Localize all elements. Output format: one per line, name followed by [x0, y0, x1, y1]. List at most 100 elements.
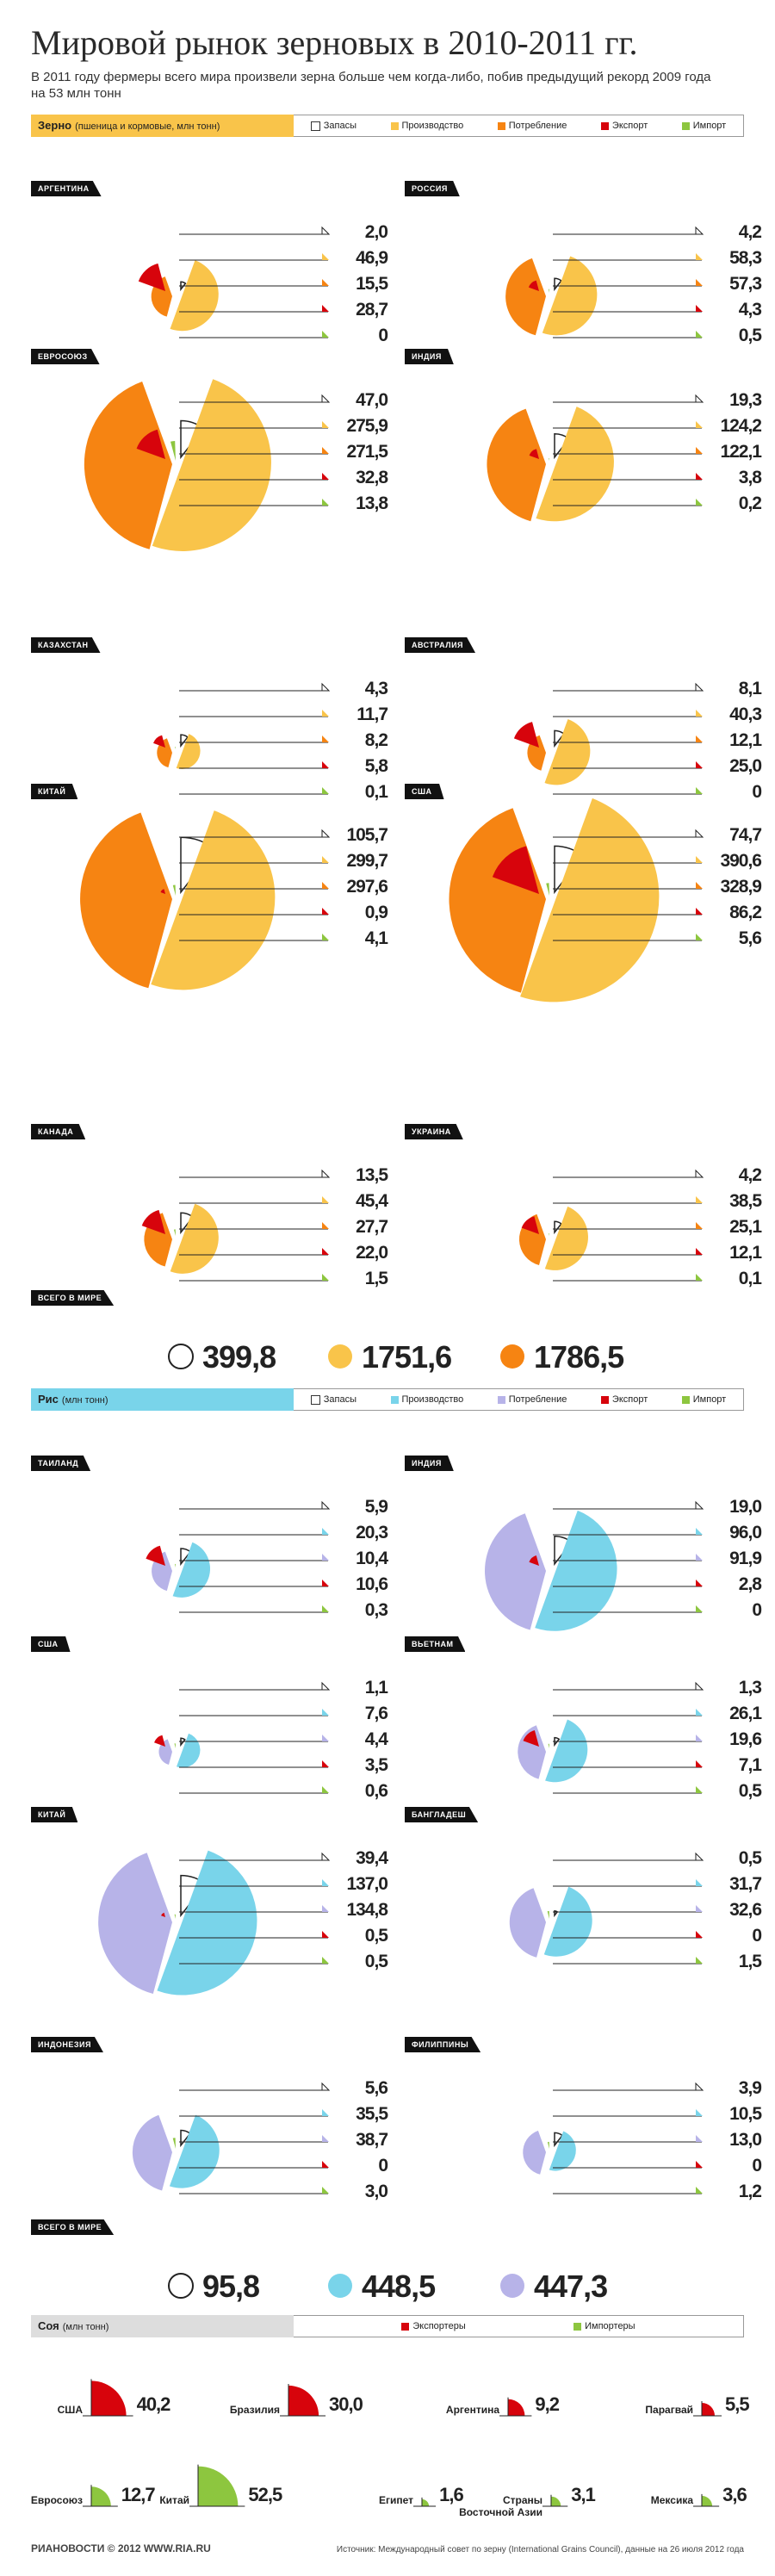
- value-marker: [696, 1931, 703, 1938]
- production-wedge: [542, 256, 598, 336]
- production-wedge: [157, 1850, 257, 1996]
- production-wedge: [151, 810, 276, 990]
- value-marker: [696, 736, 703, 742]
- imports-wedge: [174, 1229, 176, 1236]
- value-marker: [696, 2135, 703, 2142]
- imports-wedge: [547, 2141, 549, 2149]
- value-label: 8,2: [364, 730, 388, 750]
- value-label: 5,9: [364, 1497, 388, 1517]
- soy-wedge: [91, 2486, 111, 2506]
- value-marker: [696, 2161, 703, 2168]
- soy-value-label: 9,2: [535, 2393, 560, 2415]
- imports-wedge: [546, 883, 549, 896]
- value-label: 74,7: [729, 825, 762, 845]
- soy-country-label: Бразилия: [229, 2404, 280, 2416]
- value-label: 12,1: [729, 730, 762, 750]
- value-label: 19,3: [729, 390, 762, 410]
- value-marker: [322, 305, 329, 312]
- value-marker: [696, 856, 703, 863]
- value-label: 0: [752, 2156, 762, 2176]
- value-marker: [696, 421, 703, 428]
- exports-wedge: [161, 1912, 165, 1917]
- world-total-value: 447,3: [534, 2269, 608, 2304]
- value-label: 0: [752, 1600, 762, 1620]
- imports-wedge: [547, 1910, 549, 1919]
- consumption-wedge: [84, 382, 172, 549]
- value-marker: [322, 1222, 329, 1229]
- consumption-wedge: [80, 812, 172, 989]
- value-label: 297,6: [346, 877, 388, 897]
- value-marker: [322, 421, 329, 428]
- soy-wedge: [702, 2403, 715, 2416]
- value-label: 1,3: [738, 1678, 762, 1698]
- value-label: 0,5: [364, 1952, 388, 1971]
- value-label: 10,6: [356, 1574, 388, 1594]
- stocks-wedge: [554, 277, 562, 292]
- country-tag: ИНДОНЕЗИЯ: [31, 2037, 103, 2052]
- value-label: 13,0: [729, 2130, 762, 2150]
- production-wedge: [549, 2131, 576, 2171]
- production-wedge: [536, 407, 614, 522]
- production-total-dot: [328, 2274, 352, 2298]
- value-label: 3,0: [364, 2182, 388, 2201]
- value-marker: [322, 761, 329, 768]
- value-marker: [321, 682, 331, 692]
- world-total-value: 1786,5: [534, 1339, 624, 1375]
- value-label: 3,8: [738, 468, 762, 487]
- value-label: 47,0: [356, 390, 388, 410]
- soy-legend: Экспортеры Импортеры: [294, 2315, 744, 2337]
- value-label: 25,0: [729, 756, 762, 776]
- value-marker: [322, 1760, 329, 1767]
- value-marker: [696, 279, 703, 286]
- value-marker: [322, 499, 329, 506]
- value-label: 28,7: [356, 300, 388, 320]
- value-marker: [321, 1681, 331, 1691]
- value-marker: [696, 761, 703, 768]
- footer: РИАНОВОСТИ © 2012 WWW.RIA.RU Источник: М…: [31, 2542, 744, 2560]
- country-tag: ИНДИЯ: [405, 349, 454, 364]
- consumption-total-dot: [500, 2274, 524, 2298]
- value-marker: [322, 1605, 329, 1612]
- production-wedge: [520, 798, 660, 1002]
- exports-wedge: [529, 1555, 539, 1566]
- soy-wedge: [198, 2466, 239, 2506]
- value-marker: [322, 279, 329, 286]
- rice-legend: Запасы Производство Потребление Экспорт …: [294, 1388, 744, 1411]
- consumption-wedge: [132, 2114, 172, 2191]
- value-label: 1,5: [364, 1269, 388, 1288]
- soy-section-header: Соя (млн тонн) Экспортеры Импортеры: [31, 2315, 744, 2337]
- value-marker: [696, 1554, 703, 1561]
- exports-wedge: [521, 1216, 539, 1234]
- value-marker: [696, 1709, 703, 1716]
- world-total-value: 1751,6: [362, 1339, 452, 1375]
- consumption-total-dot: [500, 1344, 524, 1369]
- exports-wedge: [136, 429, 165, 459]
- imports-wedge: [172, 2138, 176, 2149]
- soy-country-label: Египет: [378, 2494, 413, 2506]
- value-marker: [322, 1196, 329, 1203]
- value-label: 4,3: [364, 679, 388, 698]
- value-marker: [696, 1786, 703, 1793]
- value-label: 86,2: [729, 903, 762, 922]
- imports-wedge: [175, 747, 176, 749]
- country-tag: КИТАЙ: [31, 784, 78, 799]
- value-label: 1,5: [738, 1952, 762, 1971]
- exports-wedge: [141, 1209, 165, 1234]
- value-label: 2,8: [738, 1574, 762, 1594]
- value-label: 0: [378, 2156, 388, 2176]
- value-marker: [322, 1735, 329, 1741]
- value-label: 10,4: [356, 1549, 388, 1568]
- legend-production-swatch: [390, 121, 399, 130]
- production-wedge: [176, 734, 201, 769]
- imports-wedge: [174, 1743, 176, 1748]
- value-label: 57,3: [729, 274, 762, 294]
- stocks-wedge: [554, 1220, 562, 1235]
- production-total-dot: [328, 1344, 352, 1369]
- production-wedge: [543, 1886, 592, 1957]
- soy-country-label: Парагвай: [645, 2404, 693, 2416]
- world-total-value: 448,5: [362, 2269, 436, 2304]
- country-tag: ФИЛИППИНЫ: [405, 2037, 481, 2052]
- value-marker: [696, 1957, 703, 1964]
- value-label: 31,7: [729, 1874, 762, 1894]
